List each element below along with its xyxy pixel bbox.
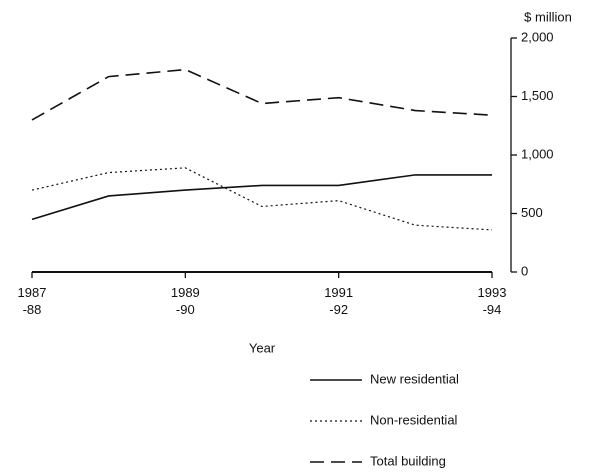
x-tick-label: 1991 -92 (324, 285, 353, 317)
x-tick-label: 1989 -90 (171, 285, 200, 317)
legend-label: New residential (370, 371, 459, 386)
legend-label: Non-residential (370, 412, 458, 427)
series-line (31, 68, 493, 121)
y-tick-label: 1,000 (521, 146, 554, 161)
legend-label: Total building (370, 453, 446, 468)
x-axis-label: Year (249, 340, 276, 355)
y-tick-label: 0 (521, 263, 528, 278)
x-tick-label: 1993 -94 (478, 285, 507, 317)
y-axis-label: $ million (524, 9, 572, 24)
series-line (31, 174, 492, 221)
y-tick-label: 1,500 (521, 88, 554, 103)
x-tick-label: 1987 -88 (18, 285, 47, 317)
series-line (31, 167, 493, 231)
y-tick-label: 2,000 (521, 29, 554, 44)
y-tick-label: 500 (521, 205, 543, 220)
